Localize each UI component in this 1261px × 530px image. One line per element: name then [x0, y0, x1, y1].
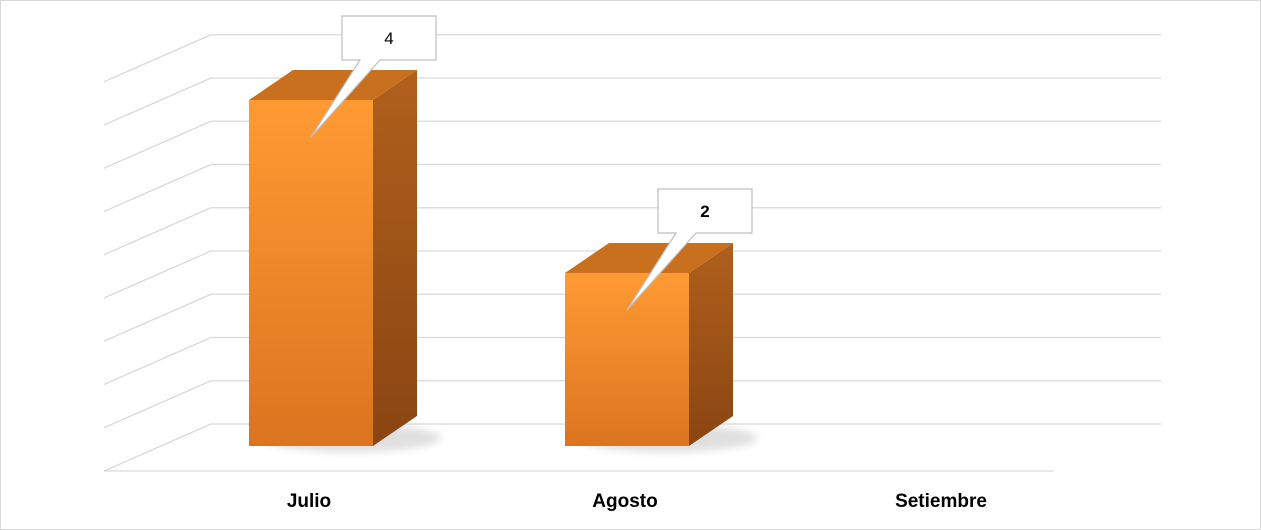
gridline-side	[103, 423, 212, 472]
x-tick-label: Julio	[287, 491, 331, 512]
gridline-side	[103, 120, 212, 169]
bars	[249, 70, 757, 452]
data-labels: 42	[310, 15, 753, 311]
gridline-side	[103, 293, 212, 342]
x-tick-label: Agosto	[592, 491, 657, 512]
data-label: 2	[700, 202, 709, 221]
data-label-callout: 4	[310, 15, 437, 138]
bar	[565, 243, 733, 446]
gridline-side	[103, 163, 212, 213]
category-labels: Julio Agosto Setiembre	[287, 491, 987, 512]
bar-side	[689, 243, 733, 446]
bar	[249, 70, 417, 446]
gridline-side	[103, 34, 212, 83]
x-tick-label: Setiembre	[895, 491, 987, 512]
gridline-side	[103, 336, 212, 386]
callout-box	[626, 188, 753, 311]
gridline-side	[103, 77, 212, 126]
data-label: 4	[384, 29, 393, 48]
gridline-side	[103, 250, 212, 299]
bar-side	[373, 70, 417, 446]
gridline-side	[103, 207, 212, 256]
bar-top	[249, 70, 417, 100]
bar-front	[249, 100, 373, 446]
bar-top	[565, 243, 733, 273]
gridline-side	[103, 380, 212, 429]
data-label-callout: 2	[626, 188, 753, 311]
bar-front	[565, 273, 689, 446]
callout-box	[310, 15, 437, 138]
